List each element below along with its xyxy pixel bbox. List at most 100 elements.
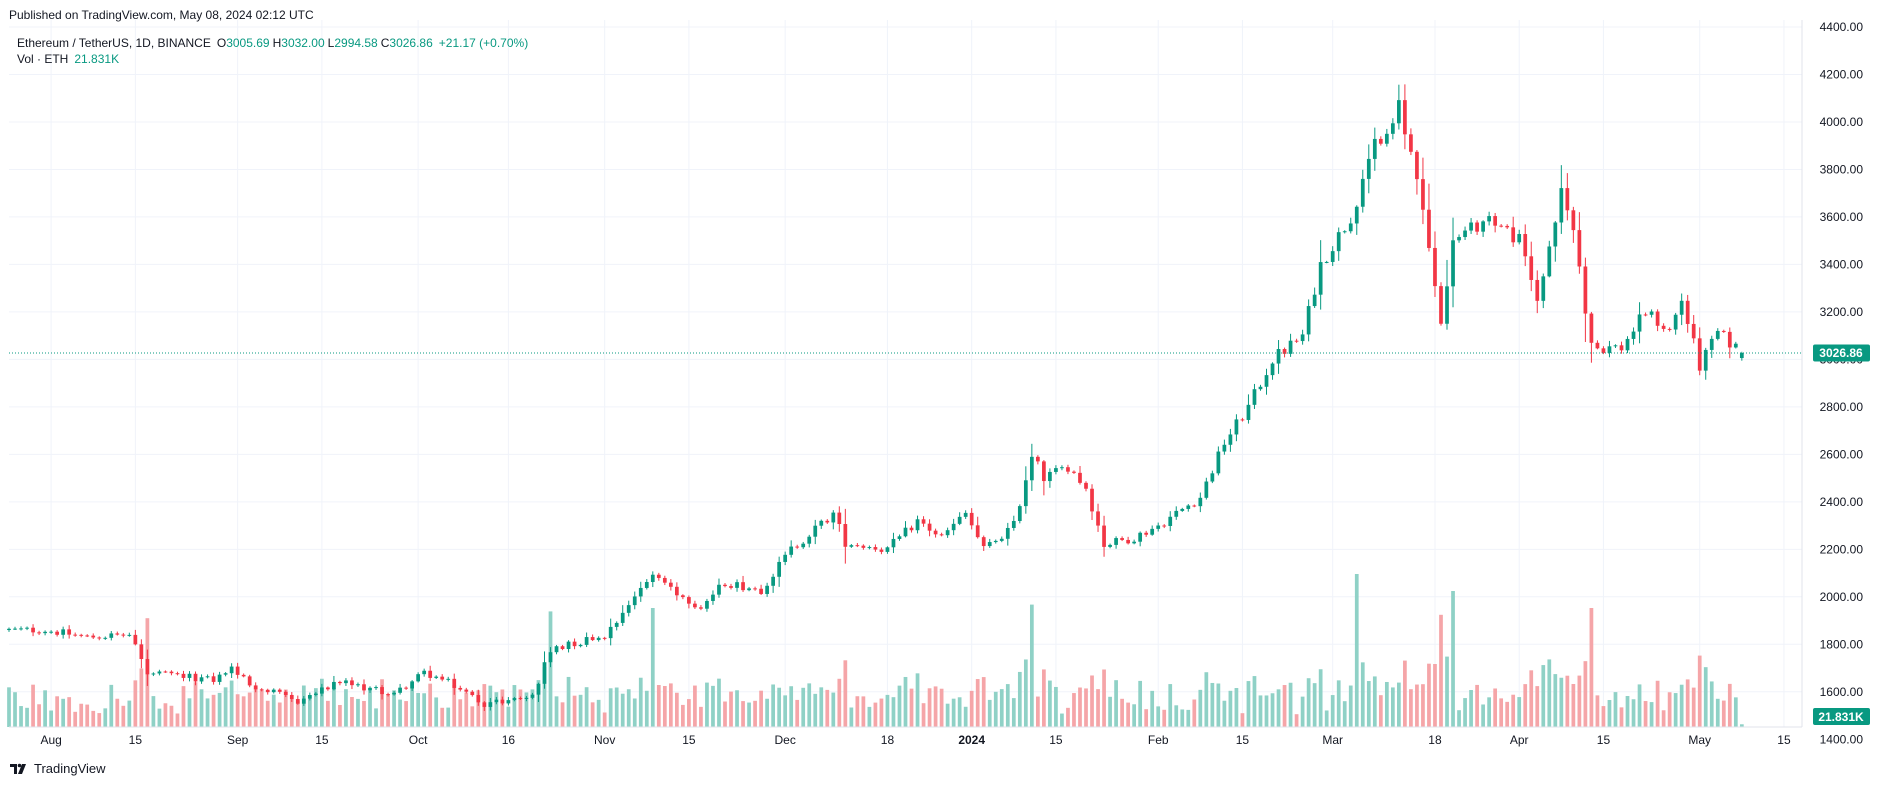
candle-body [1517, 234, 1522, 243]
candle-body [103, 637, 108, 639]
time-tick-label: Sep [227, 733, 249, 747]
volume-bar [1481, 704, 1485, 727]
candle-body [843, 524, 848, 547]
volume-bar [277, 702, 282, 727]
open-value: 3005.69 [226, 36, 270, 50]
candle-body [410, 681, 414, 689]
candle-body [1029, 456, 1034, 481]
candle-body [1342, 231, 1347, 233]
volume-bar [1403, 660, 1407, 727]
candle-body [1709, 338, 1714, 350]
volume-bar [512, 685, 517, 727]
volume-bar [1150, 690, 1155, 727]
volume-bar [1348, 685, 1353, 727]
candle-body [524, 697, 529, 699]
candle-body [933, 530, 938, 535]
volume-bar [1703, 667, 1708, 727]
candle-body [536, 683, 541, 695]
candle-body [687, 597, 691, 604]
volume-bar [133, 680, 138, 727]
candle-body [229, 666, 234, 674]
candle-body [1475, 222, 1479, 232]
volume-bar [1637, 684, 1642, 727]
footer-brand[interactable]: TradingView [10, 761, 106, 776]
volume-bar [801, 687, 806, 727]
volume-bar [205, 698, 210, 727]
candle-body [458, 687, 463, 690]
volume-bar [1258, 695, 1263, 727]
candle-body [1445, 286, 1449, 324]
volume-bar [831, 692, 836, 727]
candle-body [1390, 123, 1395, 134]
volume-bar [506, 706, 511, 727]
candle-body [1252, 389, 1257, 405]
volume-bar [1270, 693, 1275, 727]
candle-body [31, 627, 35, 633]
volume-bar [1360, 662, 1365, 727]
volume-bar [247, 692, 252, 727]
candle-body [1222, 444, 1227, 452]
low-value: 2994.58 [334, 36, 378, 50]
volume-bar [1372, 676, 1377, 727]
volume-bar [67, 697, 72, 727]
candle-body [151, 673, 156, 675]
volume-bar [494, 692, 499, 727]
volume-bar [915, 673, 920, 727]
candle-body [1649, 311, 1654, 315]
candle-body [488, 702, 493, 707]
candle-body [13, 628, 17, 630]
volume-bar [578, 694, 583, 727]
volume-bar [608, 688, 613, 727]
volume-bar [650, 608, 655, 727]
candle-body [699, 607, 703, 609]
volume-bar [518, 689, 523, 727]
volume-bar [91, 710, 96, 727]
time-tick-label: 15 [682, 733, 696, 747]
candle-body [386, 694, 390, 696]
candle-body [476, 695, 481, 703]
volume-bar [500, 689, 505, 727]
volume-bar [181, 686, 186, 727]
volume-bar [1583, 661, 1588, 727]
candle-body [494, 699, 499, 703]
candle-body [1060, 467, 1064, 469]
candle-body [608, 626, 613, 639]
candle-body [332, 681, 336, 690]
time-tick-label: Apr [1510, 733, 1529, 747]
time-tick-label: 15 [1777, 733, 1791, 747]
candle-body [506, 700, 511, 704]
candle-body [1505, 225, 1510, 228]
volume-bar [289, 699, 294, 727]
volume-bar [753, 700, 757, 727]
candle-body [518, 698, 523, 700]
volume-bar [19, 706, 23, 727]
volume-value: 21.831K [74, 52, 120, 66]
candle-body [1240, 419, 1245, 421]
candle-body [681, 595, 685, 598]
candle-body [169, 671, 174, 674]
candle-body [632, 596, 637, 606]
candle-body [1324, 261, 1329, 263]
volume-bar [759, 690, 763, 727]
price-tick-label: 3800.00 [1820, 162, 1864, 176]
volume-bar [771, 684, 775, 727]
volume-bar [428, 683, 433, 727]
last-volume-tag: 21.831K [1813, 708, 1870, 725]
candle-body [572, 641, 577, 647]
volume-bar [687, 699, 691, 727]
candle-body [1499, 225, 1504, 227]
candle-body [915, 519, 920, 531]
volume-bar [1210, 682, 1215, 727]
candle-body [85, 635, 90, 637]
candle-body [73, 634, 78, 636]
candle-body [301, 698, 306, 704]
volume-bar [921, 703, 926, 727]
volume-bar [1607, 699, 1612, 727]
price-tick-label: 4200.00 [1820, 67, 1864, 81]
volume-bar [957, 697, 962, 727]
volume-bar [326, 700, 330, 727]
candle-body [1228, 434, 1233, 445]
candle-body [1595, 342, 1600, 349]
